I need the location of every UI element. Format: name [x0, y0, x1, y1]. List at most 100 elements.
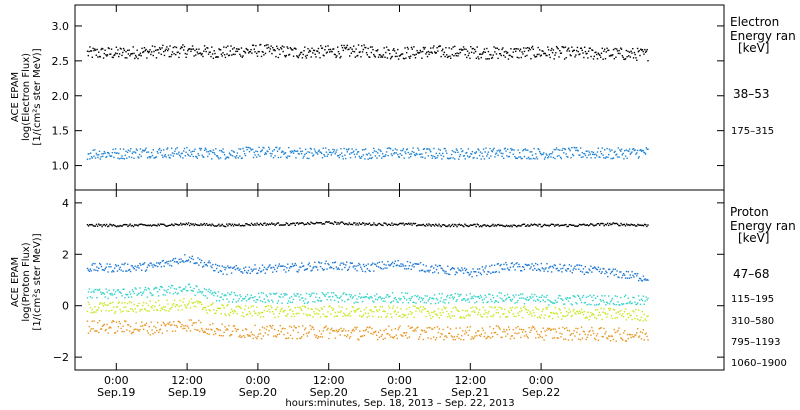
data-point [304, 223, 307, 225]
data-point [267, 334, 269, 336]
data-point [132, 225, 135, 228]
data-point [512, 51, 514, 53]
data-point [353, 51, 356, 53]
data-point [535, 330, 538, 333]
data-point [624, 155, 627, 157]
data-point [258, 292, 260, 295]
data-point [620, 47, 622, 49]
data-point [367, 296, 369, 299]
data-point [346, 299, 349, 301]
data-point [373, 331, 375, 333]
data-point [496, 263, 499, 265]
data-point [180, 289, 182, 292]
data-point [118, 53, 121, 55]
data-point [463, 225, 465, 228]
data-point [256, 299, 258, 301]
data-point [533, 326, 535, 328]
data-point [260, 311, 263, 314]
data-point [477, 311, 480, 314]
data-point [192, 155, 195, 158]
data-point [152, 333, 154, 335]
data-point [585, 224, 587, 226]
data-point [505, 335, 507, 337]
data-point [237, 328, 239, 331]
data-point [259, 316, 262, 318]
data-point [645, 50, 648, 52]
data-point [542, 50, 544, 52]
data-point [158, 147, 161, 150]
data-point [622, 339, 624, 341]
data-point [103, 52, 106, 55]
data-point [520, 270, 522, 272]
data-point [639, 319, 642, 321]
data-point [148, 264, 150, 267]
data-point [454, 273, 456, 276]
data-point [295, 295, 297, 297]
data-point [376, 157, 378, 159]
data-point [356, 222, 358, 225]
data-point [371, 310, 373, 313]
data-point [106, 304, 108, 306]
data-point [270, 293, 272, 296]
data-point [195, 48, 198, 50]
data-point [316, 269, 319, 271]
data-point [437, 302, 440, 304]
data-point [200, 303, 203, 306]
data-point [347, 298, 350, 300]
data-point [632, 274, 634, 277]
data-point [201, 329, 204, 332]
data-point [227, 329, 229, 331]
data-point [137, 156, 139, 158]
data-point [124, 57, 126, 59]
data-point [170, 308, 172, 310]
data-point [420, 51, 422, 53]
data-point [385, 296, 387, 298]
data-point [568, 224, 571, 226]
data-point [564, 46, 567, 48]
data-point [495, 225, 498, 227]
data-point [494, 156, 496, 158]
data-point [571, 153, 574, 156]
data-point [492, 314, 495, 316]
data-point [634, 301, 636, 303]
data-point [195, 54, 197, 56]
data-point [385, 51, 387, 54]
data-point [204, 48, 207, 50]
data-point [140, 264, 142, 266]
data-point [157, 299, 160, 302]
x-tick-time-label: 12:00 [171, 374, 203, 387]
data-point [582, 223, 584, 226]
data-point [574, 335, 576, 337]
data-point [559, 50, 561, 52]
data-point [434, 51, 436, 53]
data-point [122, 310, 124, 312]
data-point [422, 306, 425, 308]
data-point [580, 264, 583, 267]
data-point [131, 265, 134, 267]
data-point [525, 299, 528, 301]
x-tick-date-label: Sep.22 [522, 386, 560, 399]
data-point [289, 334, 292, 337]
data-point [539, 49, 541, 51]
data-point [601, 318, 603, 321]
data-point [644, 153, 647, 155]
data-point [552, 267, 555, 269]
data-point [591, 223, 593, 225]
data-point [285, 293, 287, 295]
data-point [101, 225, 103, 228]
data-point [435, 268, 438, 271]
data-point [358, 262, 360, 265]
data-point [639, 224, 641, 226]
data-point [125, 50, 127, 53]
data-point [589, 153, 591, 155]
data-point [616, 223, 619, 225]
data-point [585, 338, 587, 341]
data-point [301, 309, 303, 311]
data-point [474, 152, 477, 154]
data-point [261, 264, 264, 266]
data-point [511, 306, 514, 309]
data-point [114, 310, 117, 313]
data-point [203, 261, 206, 264]
data-point [129, 308, 132, 310]
data-point [513, 48, 515, 50]
